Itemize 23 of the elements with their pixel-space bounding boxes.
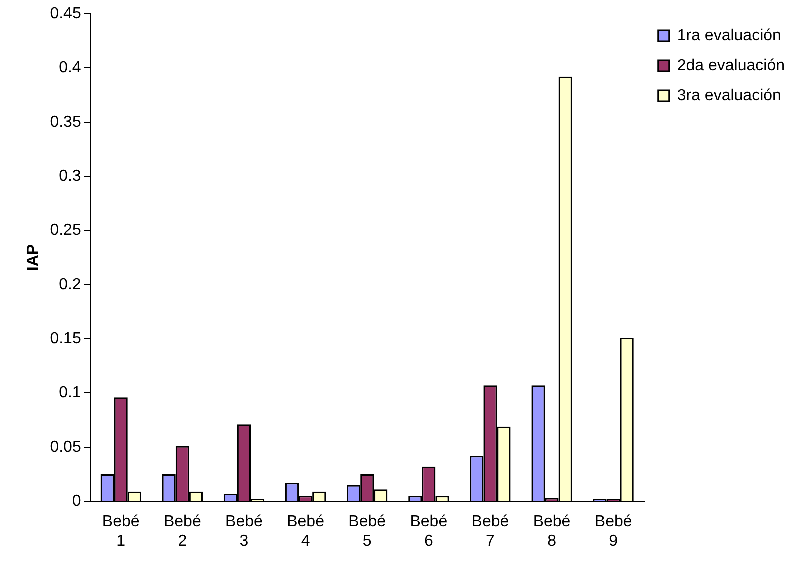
x-tick-label: Bebé 9	[594, 514, 632, 550]
legend-label: 3ra evaluación	[677, 87, 782, 104]
y-tick-label: 0.2	[59, 276, 82, 294]
y-tick-label: 0.05	[50, 438, 82, 456]
x-tick-label: Bebé 4	[287, 514, 325, 550]
x-tick-label: Bebé 6	[410, 514, 448, 550]
y-tick-label: 0.15	[50, 330, 82, 348]
y-tick-label: 0.4	[59, 60, 82, 77]
y-axis-title: IAP	[25, 244, 42, 272]
x-tick-label: Bebé 7	[472, 514, 510, 550]
y-tick-label: 0.25	[50, 222, 82, 240]
y-tick-label: 0.1	[59, 384, 82, 402]
y-tick-label: 0.35	[50, 114, 82, 131]
y-tick-label: 0	[72, 493, 82, 510]
y-tick-label: 0.3	[59, 168, 82, 185]
x-tick-label: Bebé 3	[226, 514, 264, 550]
legend-label: 2da evaluación	[677, 57, 785, 74]
y-tick-label: 0.45	[50, 5, 82, 22]
legend-label: 1ra evaluación	[677, 27, 782, 44]
x-tick-label: Bebé 8	[533, 514, 571, 550]
x-tick-label: Bebé 2	[164, 514, 202, 550]
x-tick-label: Bebé 5	[348, 514, 386, 550]
x-tick-label: Bebé 1	[102, 514, 140, 550]
